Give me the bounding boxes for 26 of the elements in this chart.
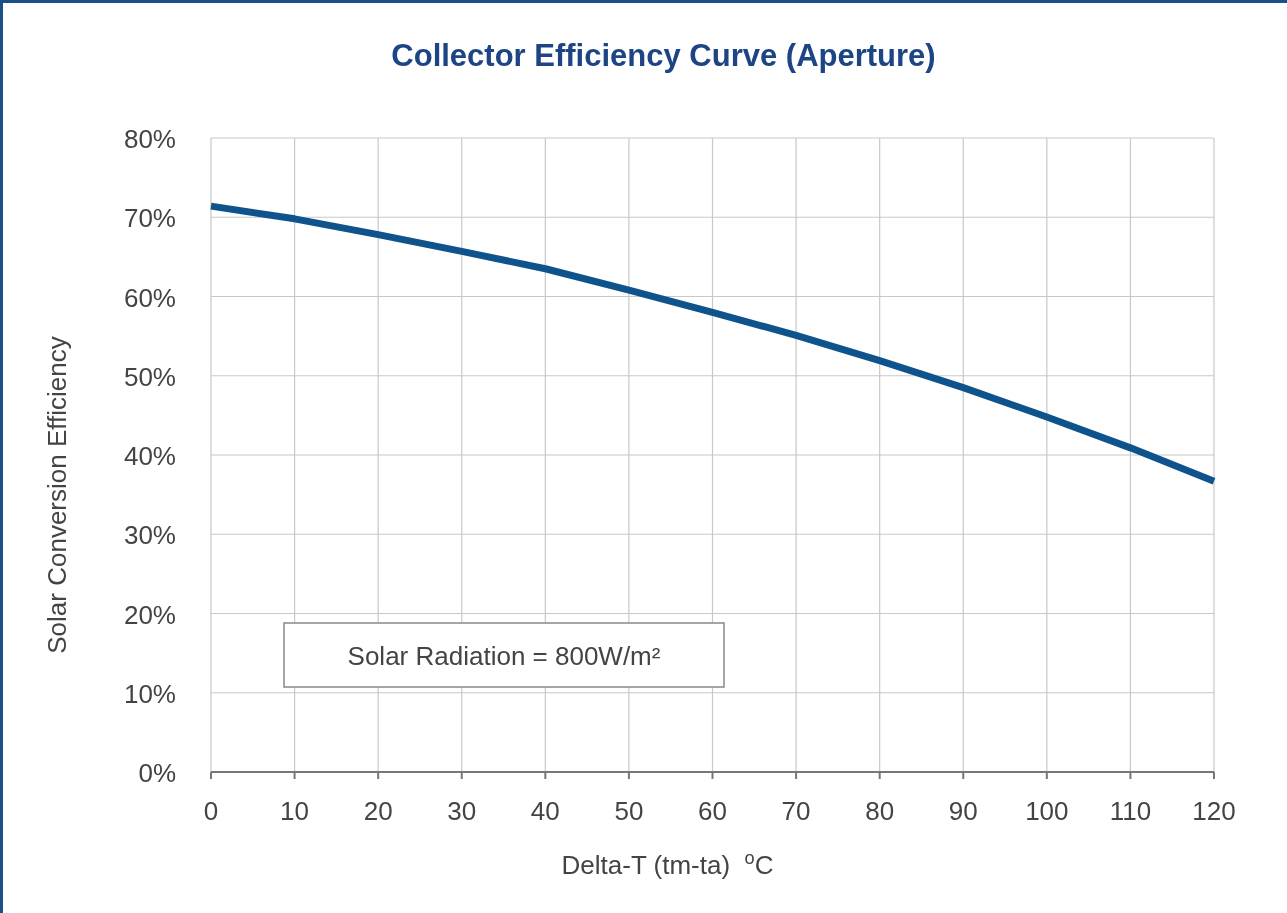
y-tick-label: 80% (123, 124, 176, 154)
x-tick-label: 70 (781, 796, 811, 826)
x-tick-label: 50 (614, 796, 644, 826)
y-tick-label: 40% (123, 441, 176, 471)
x-tick-label: 90 (948, 796, 978, 826)
y-tick-label: 50% (123, 361, 176, 392)
x-tick-label: 80 (865, 796, 895, 826)
y-tick-label: 70% (123, 203, 176, 234)
y-tick-label: 0% (138, 758, 176, 788)
y-axis-title: Solar Conversion Efficiency (42, 336, 72, 654)
x-tick-label: 30 (447, 796, 477, 826)
x-tick-label: 0 (203, 796, 219, 826)
y-tick-label: 30% (123, 520, 176, 551)
x-tick-label: 40 (530, 796, 560, 826)
x-tick-label: 110 (1109, 796, 1152, 826)
chart-title: Collector Efficiency Curve (Aperture) (391, 38, 936, 73)
x-tick-label: 120 (1192, 796, 1236, 826)
x-tick-label: 20 (363, 796, 393, 826)
y-tick-label: 20% (123, 599, 176, 630)
x-tick-label: 10 (280, 796, 310, 826)
y-tick-label: 10% (123, 678, 176, 709)
y-tick-label: 60% (123, 282, 176, 313)
x-axis-title: Delta-T (tm-ta) $^{o}$C (561, 848, 774, 880)
x-tick-label: 60 (698, 796, 727, 826)
x-tick-label: 100 (1025, 796, 1069, 826)
annotation: Solar Radiation = 800W/m² (347, 641, 661, 671)
